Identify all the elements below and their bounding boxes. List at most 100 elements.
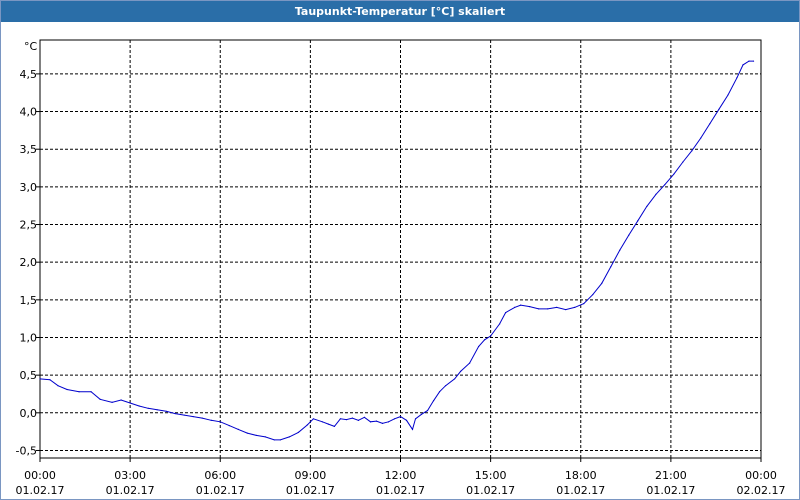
data-point xyxy=(78,391,80,393)
data-point xyxy=(565,309,567,311)
data-point xyxy=(288,436,290,438)
x-axis-ticks: 00:00 01.02.17 03:00 01.02.17 06:00 01.02.17 0… xyxy=(16,458,786,497)
data-point xyxy=(432,400,435,402)
x-tick-date-label: 01.02.17 xyxy=(286,484,335,497)
data-point xyxy=(156,409,158,411)
x-tick-date-label: 01.02.17 xyxy=(16,484,65,497)
data-point xyxy=(312,418,314,420)
data-point xyxy=(321,421,323,423)
x-tick-date-label: 02.02.17 xyxy=(737,484,786,497)
data-point xyxy=(66,388,68,391)
series-line xyxy=(39,60,754,441)
y-tick-label: 0,5 xyxy=(20,369,38,382)
x-tick-date-label: 01.02.17 xyxy=(196,484,245,497)
data-point xyxy=(327,423,329,425)
data-point xyxy=(363,416,366,418)
data-point xyxy=(192,415,194,418)
data-point xyxy=(601,282,603,284)
x-tick-date-label: 01.02.17 xyxy=(466,484,515,497)
y-tick-label: 3,0 xyxy=(20,181,38,194)
y-tick-label: 1,5 xyxy=(20,294,38,307)
data-point xyxy=(468,362,471,364)
data-point xyxy=(547,308,549,310)
data-point xyxy=(273,439,275,441)
data-point xyxy=(90,391,92,393)
data-point xyxy=(583,303,585,305)
x-tick-date-label: 01.02.17 xyxy=(376,484,425,497)
data-point xyxy=(210,419,212,421)
y-tick-label: 4,0 xyxy=(20,106,38,119)
x-tick-time-label: 18:00 xyxy=(565,469,597,482)
data-point xyxy=(520,304,522,306)
data-point xyxy=(628,234,630,236)
data-point xyxy=(718,108,720,110)
data-points xyxy=(39,60,755,441)
data-point xyxy=(279,439,281,441)
data-point xyxy=(574,306,576,308)
data-point xyxy=(264,436,266,438)
data-point xyxy=(742,64,744,66)
chart-title: Taupunkt-Temperatur [°C] skaliert xyxy=(1,1,799,22)
data-point xyxy=(619,249,621,251)
data-point xyxy=(57,385,59,387)
data-point xyxy=(682,161,684,163)
data-point xyxy=(219,421,221,423)
y-tick-label: 3,5 xyxy=(20,143,38,156)
data-point xyxy=(99,398,101,400)
data-point xyxy=(592,293,594,296)
data-point xyxy=(538,308,540,310)
grid-lines xyxy=(40,40,761,458)
y-tick-label: -0,5 xyxy=(16,444,37,457)
data-point xyxy=(484,339,486,341)
data-point xyxy=(736,77,738,79)
y-tick-label: 2,5 xyxy=(20,219,38,232)
data-point xyxy=(375,420,378,422)
data-point xyxy=(138,405,140,407)
data-point xyxy=(478,345,480,348)
data-point xyxy=(499,323,501,325)
data-point xyxy=(514,306,516,308)
data-point xyxy=(637,220,639,222)
data-point xyxy=(505,312,507,314)
data-point xyxy=(387,421,390,423)
data-point xyxy=(381,422,384,424)
data-point xyxy=(49,379,51,381)
data-point xyxy=(39,378,41,380)
data-point xyxy=(700,137,702,139)
data-point xyxy=(453,378,456,380)
data-point xyxy=(165,410,167,412)
data-point xyxy=(120,399,122,401)
data-point xyxy=(174,412,176,415)
x-tick-time-label: 09:00 xyxy=(295,469,327,482)
data-point xyxy=(345,418,348,421)
data-point xyxy=(655,193,657,195)
data-point xyxy=(414,418,417,420)
data-point xyxy=(393,418,396,420)
y-tick-label: 4,5 xyxy=(20,68,38,81)
y-tick-label: 1,0 xyxy=(20,331,38,344)
data-point xyxy=(664,184,666,186)
y-tick-label: 2,0 xyxy=(20,256,38,269)
data-point xyxy=(339,418,342,420)
x-tick-time-label: 12:00 xyxy=(385,469,417,482)
x-tick-time-label: 15:00 xyxy=(475,469,507,482)
data-point xyxy=(490,335,492,337)
data-point xyxy=(752,60,755,62)
data-point xyxy=(351,417,354,419)
x-tick-date-label: 01.02.17 xyxy=(556,484,605,497)
data-point xyxy=(709,123,711,125)
x-tick-time-label: 06:00 xyxy=(204,469,236,482)
data-point xyxy=(529,306,531,308)
data-point xyxy=(399,415,402,418)
data-point xyxy=(420,413,423,415)
data-point xyxy=(201,417,203,419)
data-point xyxy=(306,424,308,426)
data-point xyxy=(369,421,372,423)
data-point xyxy=(646,205,648,208)
data-point xyxy=(438,391,441,393)
y-axis-unit-label: °C xyxy=(24,40,38,53)
data-point xyxy=(727,94,729,96)
data-point xyxy=(147,407,149,409)
x-tick-date-label: 01.02.17 xyxy=(106,484,155,497)
x-tick-time-label: 21:00 xyxy=(655,469,687,482)
